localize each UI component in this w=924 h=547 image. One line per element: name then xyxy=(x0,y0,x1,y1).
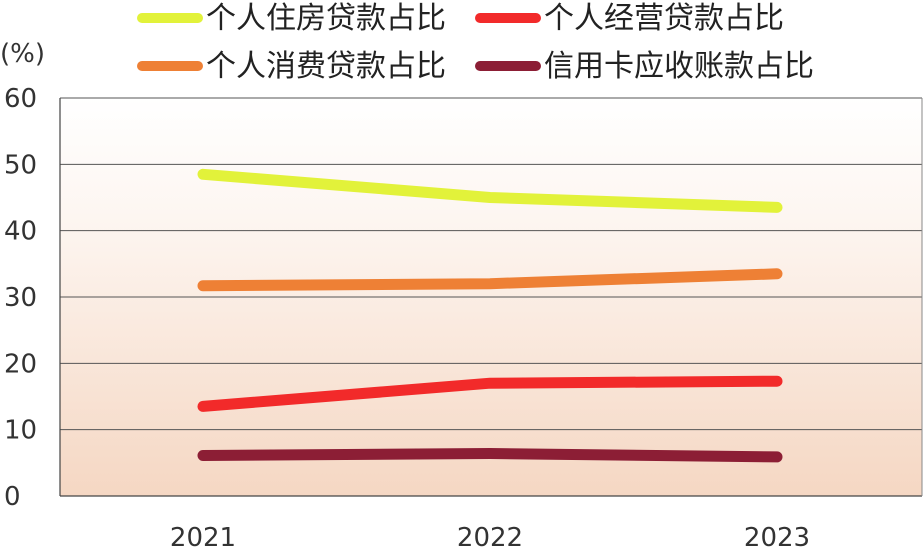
x-tick-label: 2022 xyxy=(457,523,523,547)
y-tick-label: 10 xyxy=(4,416,37,446)
y-tick-label: 60 xyxy=(4,84,37,114)
series-line-3 xyxy=(197,448,783,463)
legend-label: 个人经营贷款占比 xyxy=(544,1,784,36)
y-tick-label: 0 xyxy=(4,482,21,512)
x-tick-labels: 2021 2022 2023 xyxy=(170,523,810,547)
series-line-1 xyxy=(197,375,783,412)
series-line-0 xyxy=(197,168,783,213)
y-tick-label: 40 xyxy=(4,217,37,247)
y-tick-label: 20 xyxy=(4,349,37,379)
x-tick-label: 2021 xyxy=(170,523,236,547)
y-tick-label: 50 xyxy=(4,150,37,180)
legend-item: 个人住房贷款占比 xyxy=(137,1,446,36)
x-tick-label: 2023 xyxy=(744,523,810,547)
legend-item: 个人经营贷款占比 xyxy=(475,1,784,36)
series-line-2 xyxy=(197,268,783,292)
legend-label: 个人消费贷款占比 xyxy=(206,49,446,84)
y-tick-label: 30 xyxy=(4,283,37,313)
legend-label: 个人住房贷款占比 xyxy=(206,1,446,36)
legend-label: 信用卡应收账款占比 xyxy=(544,49,814,84)
legend-item: 个人消费贷款占比 xyxy=(137,49,446,84)
series-lines xyxy=(197,168,783,463)
legend-item: 信用卡应收账款占比 xyxy=(475,49,814,84)
y-axis-label: (%) xyxy=(0,39,45,69)
gridlines xyxy=(60,97,922,431)
y-tick-labels: 0 10 20 30 40 50 60 xyxy=(4,84,37,512)
axes xyxy=(59,98,923,497)
